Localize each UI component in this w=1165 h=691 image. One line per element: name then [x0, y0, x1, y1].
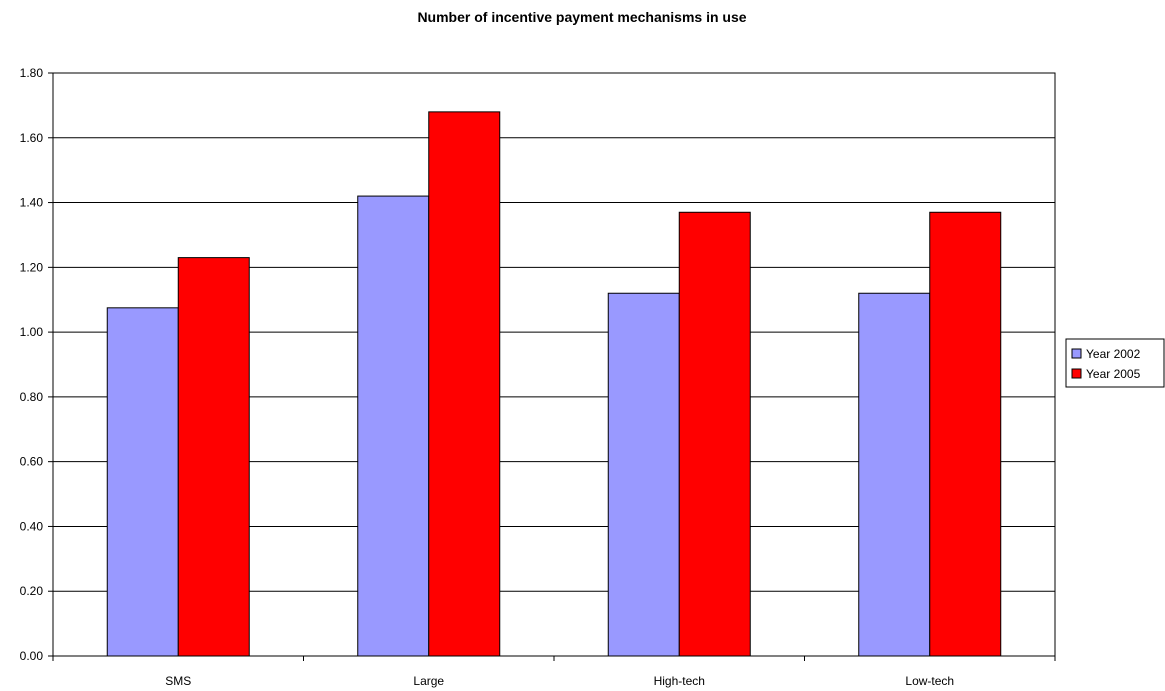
y-tick-label: 1.20	[20, 260, 44, 274]
x-tick-label: SMS	[165, 674, 191, 688]
chart-title: Number of incentive payment mechanisms i…	[417, 9, 746, 25]
y-tick-label: 0.40	[20, 519, 44, 533]
y-tick-label: 0.80	[20, 390, 44, 404]
bar-year-2005-high-tech	[678, 211, 751, 657]
bar-year-2002-high-tech	[607, 292, 680, 657]
legend-swatch	[1071, 348, 1082, 359]
legend-box	[1065, 338, 1165, 388]
bar-year-2002-sms	[106, 307, 179, 657]
bar-year-2005-sms	[177, 257, 250, 657]
bars	[106, 111, 1002, 657]
y-tick-label: 1.00	[20, 325, 44, 339]
bar-year-2005-large	[428, 111, 501, 657]
x-tick-label: Large	[413, 674, 444, 688]
y-axis: 0.00 0.20 0.40 0.60 0.80 1.00 1.20 1.40 1.60 1.80	[20, 66, 53, 663]
y-tick-label: 1.60	[20, 131, 44, 145]
bar-year-2002-large	[357, 195, 430, 657]
y-tick-label: 0.00	[20, 649, 44, 663]
x-axis: SMS Large High-tech Low-tech	[52, 656, 1056, 688]
bar-year-2005-low-tech	[929, 211, 1002, 657]
legend-label: Year 2005	[1086, 367, 1141, 381]
bar-year-2002-low-tech	[858, 292, 931, 657]
x-tick-label: Low-tech	[905, 674, 954, 688]
legend-label: Year 2002	[1086, 347, 1141, 361]
y-tick-label: 1.80	[20, 66, 44, 80]
legend-swatch	[1071, 368, 1082, 379]
legend: Year 2002 Year 2005	[1065, 338, 1165, 388]
y-tick-label: 0.20	[20, 584, 44, 598]
y-tick-label: 1.40	[20, 196, 44, 210]
x-tick-label: High-tech	[654, 674, 705, 688]
y-tick-label: 0.60	[20, 455, 44, 469]
